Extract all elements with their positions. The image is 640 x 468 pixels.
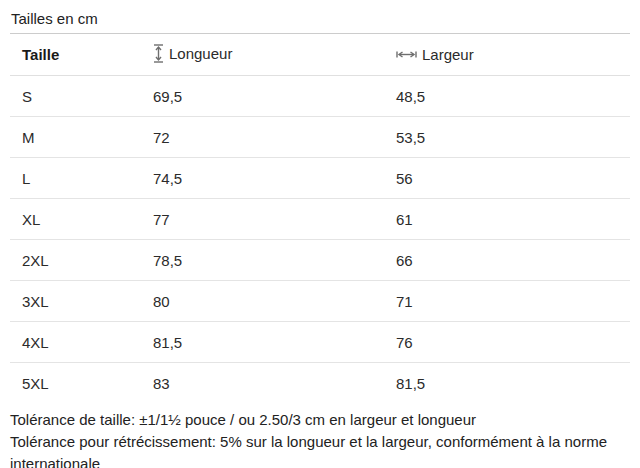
tolerance-notes: Tolérance de taille: ±1/1½ pouce / ou 2.…	[10, 403, 630, 468]
table-row: M 72 53,5	[10, 117, 630, 158]
longueur-cell: 81,5	[141, 322, 384, 363]
size-cell: 3XL	[10, 281, 141, 322]
length-vertical-arrow-icon	[153, 44, 164, 63]
table-row: XL 77 61	[10, 199, 630, 240]
col-header-largeur-label: Largeur	[422, 46, 474, 63]
table-row: 3XL 80 71	[10, 281, 630, 322]
table-row: L 74,5 56	[10, 158, 630, 199]
largeur-cell: 71	[384, 281, 630, 322]
size-cell: L	[10, 158, 141, 199]
longueur-cell: 69,5	[141, 76, 384, 117]
largeur-cell: 61	[384, 199, 630, 240]
size-table: Taille Longueur	[10, 34, 630, 403]
size-cell: M	[10, 117, 141, 158]
largeur-cell: 48,5	[384, 76, 630, 117]
size-cell: XL	[10, 199, 141, 240]
tolerance-note-shrinkage: Tolérance pour rétrécissement: 5% sur la…	[10, 431, 630, 468]
table-row: 5XL 83 81,5	[10, 363, 630, 404]
col-header-longueur-label: Longueur	[169, 45, 232, 62]
col-header-largeur: Largeur	[384, 34, 630, 76]
header-row: Taille Longueur	[10, 34, 630, 76]
size-chart-section: Tailles en cm Taille	[0, 0, 640, 468]
largeur-cell: 66	[384, 240, 630, 281]
page-title: Tailles en cm	[10, 0, 630, 34]
width-horizontal-arrow-icon	[396, 49, 417, 60]
table-row: S 69,5 48,5	[10, 76, 630, 117]
size-cell: 5XL	[10, 363, 141, 404]
longueur-cell: 83	[141, 363, 384, 404]
longueur-cell: 77	[141, 199, 384, 240]
largeur-cell: 53,5	[384, 117, 630, 158]
longueur-cell: 78,5	[141, 240, 384, 281]
size-cell: 4XL	[10, 322, 141, 363]
longueur-cell: 80	[141, 281, 384, 322]
size-cell: S	[10, 76, 141, 117]
col-header-taille: Taille	[10, 34, 141, 76]
size-cell: 2XL	[10, 240, 141, 281]
table-row: 4XL 81,5 76	[10, 322, 630, 363]
largeur-cell: 81,5	[384, 363, 630, 404]
longueur-cell: 74,5	[141, 158, 384, 199]
tolerance-note-size: Tolérance de taille: ±1/1½ pouce / ou 2.…	[10, 409, 630, 431]
table-row: 2XL 78,5 66	[10, 240, 630, 281]
col-header-longueur: Longueur	[141, 34, 384, 76]
largeur-cell: 76	[384, 322, 630, 363]
largeur-cell: 56	[384, 158, 630, 199]
longueur-cell: 72	[141, 117, 384, 158]
